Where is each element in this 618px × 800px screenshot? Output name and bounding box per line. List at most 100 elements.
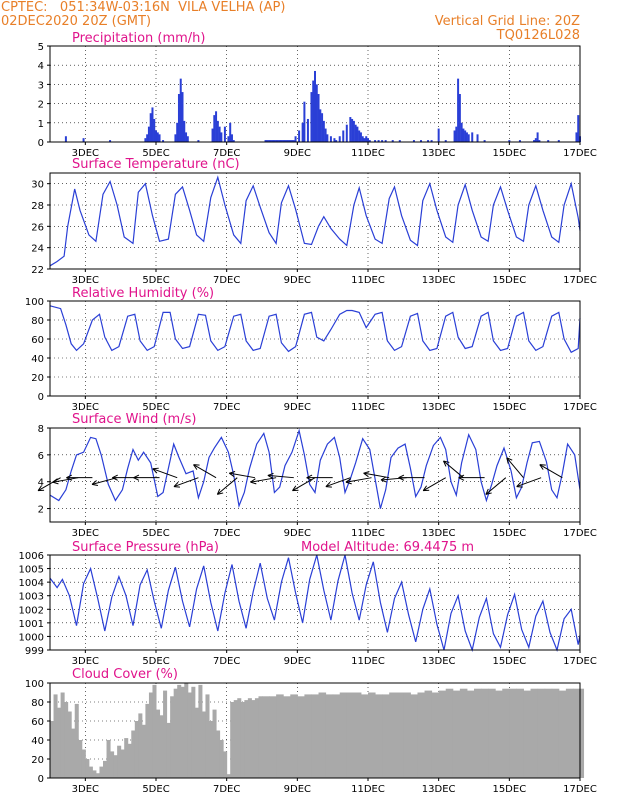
wind-arrow-head <box>66 474 73 479</box>
wind-arrow <box>193 464 217 479</box>
precip-bar <box>185 132 188 142</box>
precip-bar <box>508 140 511 142</box>
precip-bar <box>271 140 274 142</box>
wind-arrow-head <box>398 474 405 479</box>
wind-arrow-head <box>66 477 73 481</box>
x-tick-label: 17DEC <box>563 275 597 286</box>
x-tick-label: 11DEC <box>351 402 385 413</box>
panel-frame <box>49 45 581 143</box>
wind-arrow-head <box>345 478 352 483</box>
precip-bar <box>398 140 401 142</box>
cloud-bar <box>50 721 55 778</box>
precip-bar <box>144 138 147 142</box>
precip-bar <box>177 94 180 142</box>
precip-bar <box>273 140 276 142</box>
y-tick-label: 26 <box>31 222 44 233</box>
wind-arrow-head <box>91 480 97 485</box>
y-tick-label: 4 <box>38 478 44 489</box>
precip-bar <box>312 80 315 142</box>
cloud-bar <box>403 692 411 778</box>
wind-arrow-head <box>345 481 352 485</box>
cloud-bar <box>120 749 125 778</box>
wind-arrow-head <box>133 477 140 481</box>
precip-bar <box>268 140 271 142</box>
wind-arrow <box>173 477 199 488</box>
x-tick-label: 11DEC <box>351 528 385 539</box>
wind-arrow-head <box>217 492 224 495</box>
y-tick-label: 28 <box>31 201 44 212</box>
wind-arrow-head <box>152 467 159 470</box>
y-tick-label: 4 <box>38 61 44 72</box>
precip-bar <box>211 128 214 142</box>
y-tick-label: 1003 <box>19 592 44 603</box>
precip-bar <box>333 138 336 142</box>
precip-bar <box>338 136 341 142</box>
precip-bar <box>317 94 320 142</box>
cloud-bar <box>88 766 93 778</box>
wind-arrow-head <box>363 472 369 478</box>
precip-bar <box>557 140 560 142</box>
y-tick-label: 0 <box>38 392 44 403</box>
y-tick-label: 80 <box>31 698 44 709</box>
precip-bar <box>310 92 313 142</box>
x-tick-label: 17DEC <box>563 148 597 159</box>
x-tick-label: 5DEC <box>142 528 169 539</box>
precip-bar <box>533 140 536 142</box>
precip-bar <box>314 70 316 142</box>
x-tick-label: 9DEC <box>284 402 311 413</box>
precip-bar <box>269 140 272 142</box>
precip-bar <box>465 132 468 142</box>
precip-bar <box>162 140 165 142</box>
cloud-bar <box>191 686 196 778</box>
cloud-bar <box>184 683 189 778</box>
cloud-bar <box>389 692 397 778</box>
cloud-bar <box>230 702 235 778</box>
precip-bar <box>458 94 461 142</box>
wind-arrow-head <box>443 460 447 467</box>
precip-bar <box>213 115 216 142</box>
y-tick-label: 1002 <box>19 605 44 616</box>
x-tick-label: 3DEC <box>72 784 99 795</box>
wind-arrow-head <box>458 474 465 479</box>
cloud-bar <box>134 721 139 778</box>
cloud-bar <box>148 692 153 778</box>
wind-arrow-head <box>250 481 257 485</box>
wind-arrow-head <box>250 478 256 483</box>
wind-arrow-head <box>506 457 513 461</box>
precip-bar <box>109 140 112 142</box>
cloud-bar <box>424 690 433 778</box>
precip-bar <box>324 128 327 142</box>
wind-arrow-head <box>112 477 118 481</box>
precip-bar <box>547 140 550 142</box>
precip-bar <box>352 120 355 142</box>
cloud-bar <box>152 684 157 778</box>
panel-frame <box>49 172 581 270</box>
precip-bar <box>183 120 186 142</box>
precip-bar <box>356 126 359 142</box>
wind-arrow <box>152 468 178 479</box>
x-tick-label: 3DEC <box>72 148 99 159</box>
cloud-bar <box>237 698 242 778</box>
x-tick-label: 17DEC <box>563 656 597 667</box>
cloud-bar <box>187 692 192 778</box>
x-tick-label: 7DEC <box>213 784 240 795</box>
y-tick-label: 1001 <box>19 619 44 630</box>
x-tick-label: 3DEC <box>72 275 99 286</box>
y-tick-label: 1006 <box>19 551 44 562</box>
x-tick-label: 5DEC <box>142 148 169 159</box>
precip-bar <box>420 140 422 142</box>
wind-arrow-head <box>112 474 118 479</box>
cloud-bar <box>219 740 224 778</box>
cloud-bar <box>209 721 214 778</box>
wind-arrow-head <box>325 481 331 487</box>
panel-frame <box>49 682 581 779</box>
precip-bar <box>329 136 332 142</box>
wind-arrow-head <box>267 472 274 476</box>
cloud-bar <box>254 698 259 778</box>
y-tick-label: 24 <box>31 244 44 255</box>
precip-bar <box>158 134 161 142</box>
x-tick-label: 7DEC <box>213 275 240 286</box>
precip-bar <box>156 132 159 142</box>
precip-bar <box>358 130 361 142</box>
